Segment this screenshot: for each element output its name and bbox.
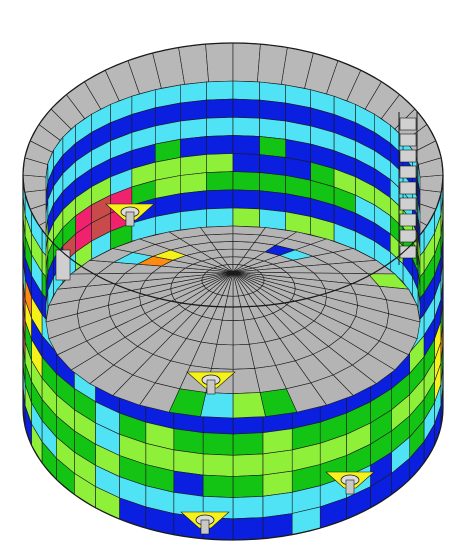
outer-wall-panel — [202, 432, 234, 456]
ladder-rung — [399, 165, 417, 179]
inner-wall-panel — [206, 207, 234, 228]
ladder-rung — [399, 133, 417, 147]
inner-wall-panel — [232, 135, 260, 155]
tank-outline — [22, 175, 444, 541]
inner-wall-panel — [180, 117, 207, 140]
inner-wall-panel — [232, 207, 260, 228]
inner-wall-panel — [206, 116, 234, 137]
ladder-rung — [399, 197, 417, 211]
outer-wall-panel — [232, 474, 264, 498]
inner-wall-panel — [206, 80, 234, 101]
inner-wall-panel — [206, 153, 234, 173]
outer-wall-panel — [202, 474, 234, 498]
floor-cell — [232, 392, 266, 419]
inner-wall-panel — [206, 98, 234, 119]
inner-wall-panel — [259, 81, 287, 104]
inner-wall-panel — [232, 189, 260, 210]
inner-wall-panel — [232, 116, 260, 137]
nozzle-bottom-pipe — [200, 519, 210, 535]
rim-segment — [418, 174, 444, 193]
floor-cell — [199, 225, 234, 236]
outer-wall-panel — [173, 449, 204, 476]
inner-wall-panel — [180, 208, 207, 231]
rim-segment — [22, 174, 48, 193]
inner-wall-panel — [232, 98, 260, 119]
outer-wall-panel — [262, 428, 293, 455]
floor-cell — [386, 299, 421, 323]
rim-outline — [22, 42, 444, 308]
ladder-rung — [399, 181, 417, 195]
inner-wall-panel — [180, 172, 207, 194]
inner-wall-panel — [180, 154, 207, 176]
inner-wall-panel — [180, 99, 207, 122]
rim-segment — [232, 42, 261, 83]
floor-cell — [200, 392, 234, 419]
ladder-rung — [399, 213, 417, 227]
inner-wall-panel — [259, 172, 287, 194]
inner-wall-panel — [206, 135, 234, 155]
nozzle-outer-wall-pipe — [345, 479, 355, 495]
rim-segment — [205, 42, 234, 83]
outer-wall-panel — [262, 470, 293, 497]
inner-wall-panel — [180, 81, 207, 104]
column-post — [55, 249, 71, 281]
tank-floor — [45, 225, 421, 419]
inner-wall-panel — [180, 190, 207, 213]
nozzle-details — [22, 42, 444, 541]
outer-wall-panel — [232, 495, 264, 520]
inner-wall-panel — [206, 171, 234, 192]
ladder-rung — [399, 149, 417, 163]
ladder-rung — [399, 229, 417, 243]
inner-wall-panel — [232, 153, 260, 173]
inner-wall-panel — [232, 80, 260, 101]
inner-wall-panel — [232, 171, 260, 192]
outer-wall-panel — [232, 432, 264, 456]
inner-wall-panel — [259, 136, 287, 158]
nozzle-inner-wall-pipe — [125, 211, 135, 227]
inner-wall-panel — [259, 190, 287, 213]
outer-wall-panel — [262, 449, 293, 476]
inner-wall-panel — [259, 154, 287, 176]
outer-wall-panel — [232, 453, 264, 477]
outer-wall-panel — [202, 453, 234, 477]
inner-wall-panel — [206, 189, 234, 210]
ladder-rung — [399, 117, 417, 131]
outer-wall-panel — [262, 491, 293, 518]
outer-wall-panel — [173, 470, 204, 497]
ladder-rung — [399, 245, 417, 259]
inner-wall-panel — [259, 99, 287, 122]
inner-wall-panel — [180, 136, 207, 158]
nozzle-floor-pipe — [206, 379, 216, 395]
outer-wall-panel — [232, 517, 264, 541]
outer-wall-panel — [173, 428, 204, 455]
inner-wall-panel — [259, 117, 287, 140]
floor-cell — [232, 225, 267, 236]
inner-wall-panel — [259, 208, 287, 231]
